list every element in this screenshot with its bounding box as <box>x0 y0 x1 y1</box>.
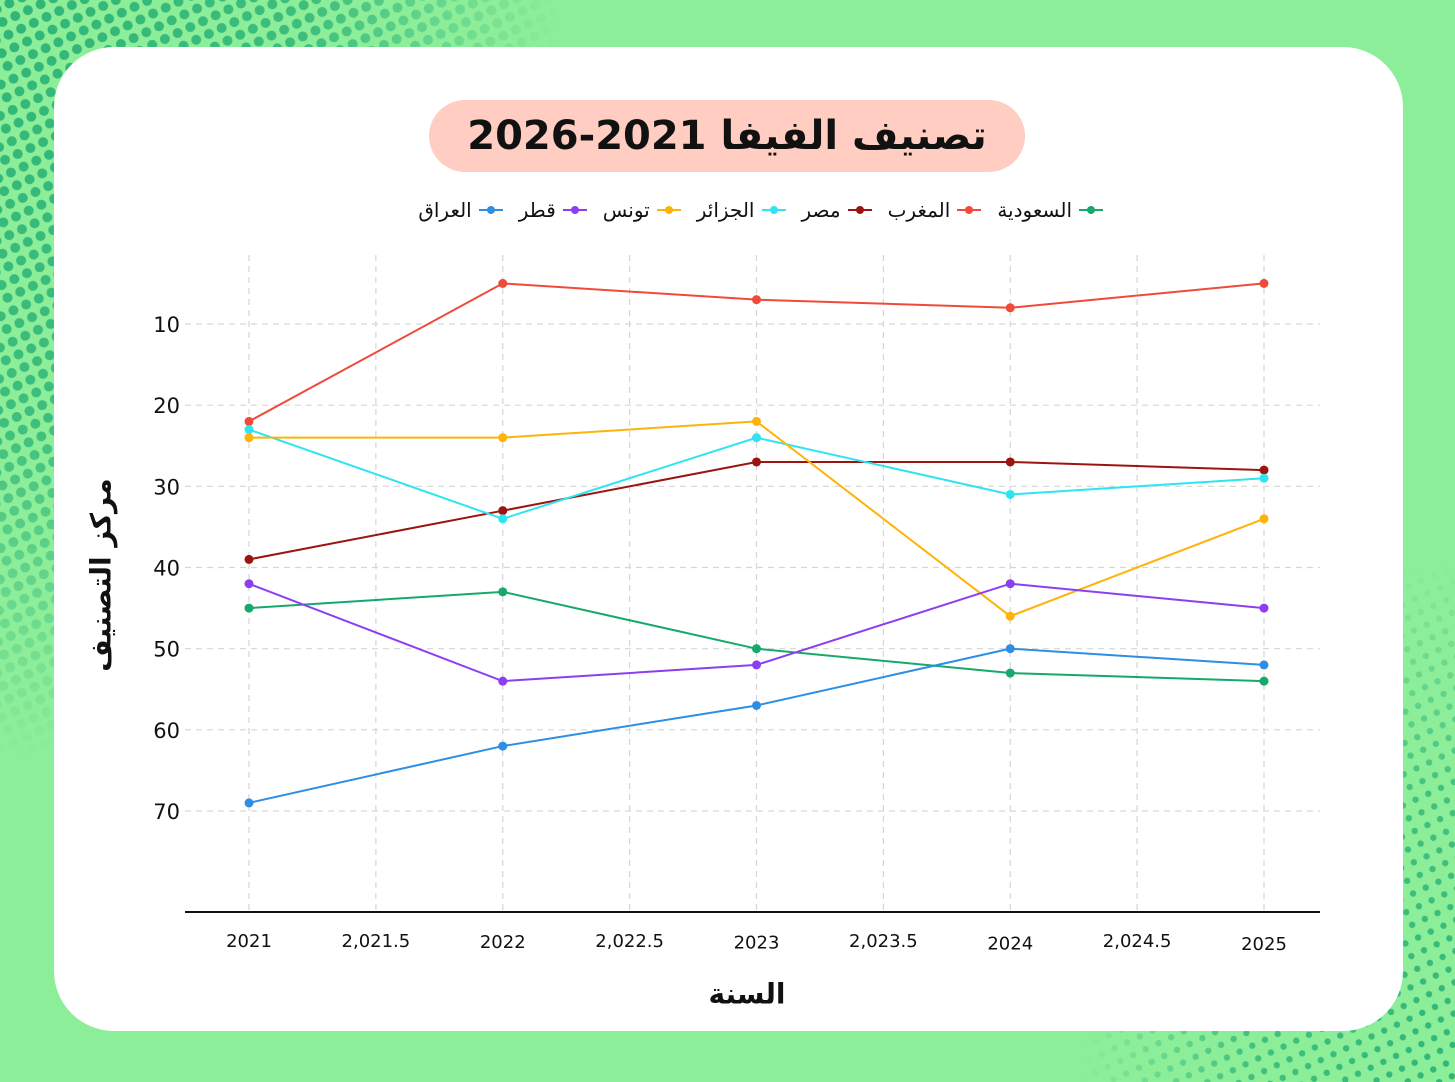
data-point <box>244 433 254 443</box>
series-line <box>244 425 1269 524</box>
series-line <box>244 457 1269 564</box>
legend-item: المغرب <box>888 198 984 222</box>
data-point <box>1259 465 1269 475</box>
data-point <box>1259 676 1269 686</box>
legend-label: تونس <box>602 198 650 222</box>
data-point <box>752 700 761 710</box>
legend: السعودية المغرب مصر الجزائر تونس قطر العراق <box>300 194 1105 226</box>
series-line <box>244 579 1269 686</box>
x-axis-label: السنة <box>708 977 786 1011</box>
x-tick-label: 2021 <box>226 931 272 952</box>
data-point <box>1005 644 1015 654</box>
data-point <box>498 741 508 751</box>
legend-label: المغرب <box>887 198 951 222</box>
data-point <box>498 514 508 524</box>
data-point <box>752 295 761 305</box>
legend-label: قطر <box>518 198 556 222</box>
legend-marker-icon <box>656 206 681 214</box>
legend-marker-icon <box>562 206 587 214</box>
x-tick-label: 2,021.5 <box>342 931 411 952</box>
x-tick-label: 2024 <box>987 933 1033 954</box>
legend-item: السعودية <box>997 198 1105 222</box>
legend-item: العراق <box>418 198 504 222</box>
data-point <box>1005 303 1015 313</box>
data-point <box>1005 489 1015 499</box>
legend-label: مصر <box>801 198 841 222</box>
y-tick-label: 50 <box>153 638 180 662</box>
data-point <box>244 425 254 435</box>
data-point <box>244 603 254 613</box>
data-point <box>498 587 508 597</box>
y-tick-label: 10 <box>153 313 180 337</box>
data-point <box>1259 660 1269 670</box>
legend-marker-icon <box>957 206 982 214</box>
y-tick-label: 30 <box>153 475 180 499</box>
data-point <box>1259 278 1269 288</box>
title-pill: تصنيف الفيفا 2021-2026 <box>429 100 1025 172</box>
legend-label: الجزائر <box>696 198 755 222</box>
legend-item: قطر <box>519 198 589 222</box>
legend-marker-icon <box>761 206 786 214</box>
x-tick-label: 2022 <box>480 932 526 953</box>
data-point <box>1005 579 1015 589</box>
legend-label: العراق <box>418 198 472 222</box>
series-line <box>244 416 1269 621</box>
data-point <box>498 676 508 686</box>
data-point <box>1005 611 1015 621</box>
data-point <box>752 660 761 670</box>
legend-item: تونس <box>603 198 683 222</box>
x-tick-label: 2025 <box>1241 934 1287 955</box>
series-line <box>244 587 1269 686</box>
y-tick-label: 40 <box>153 557 180 581</box>
data-point <box>1005 668 1015 678</box>
x-tick-label: 2023 <box>734 933 780 954</box>
data-point <box>498 278 508 288</box>
y-tick-label: 60 <box>153 719 180 743</box>
data-point <box>498 506 508 516</box>
data-point <box>244 798 254 808</box>
legend-item: مصر <box>802 198 874 222</box>
data-point <box>752 416 761 426</box>
data-point <box>244 554 254 564</box>
data-point <box>244 416 254 426</box>
y-tick-label: 70 <box>153 800 180 824</box>
legend-marker-icon <box>478 206 503 214</box>
series-line <box>244 644 1269 808</box>
legend-label: السعودية <box>997 198 1072 222</box>
x-tick-label: 2,022.5 <box>595 931 664 952</box>
legend-marker-icon <box>847 206 872 214</box>
chart-card <box>54 47 1403 1031</box>
chart-title: تصنيف الفيفا 2021-2026 <box>467 113 987 159</box>
data-point <box>1259 603 1269 613</box>
data-point <box>752 433 761 443</box>
y-tick-label: 20 <box>153 394 180 418</box>
data-point <box>244 579 254 589</box>
data-point <box>498 433 508 443</box>
data-point <box>752 457 761 467</box>
data-point <box>1259 514 1269 524</box>
legend-item: الجزائر <box>697 198 788 222</box>
series-line <box>244 278 1269 426</box>
legend-marker-icon <box>1079 206 1103 214</box>
data-point <box>1005 457 1015 467</box>
data-point <box>752 644 761 654</box>
x-tick-label: 2,023.5 <box>849 931 918 952</box>
x-tick-label: 2,024.5 <box>1103 931 1172 952</box>
y-axis-label: مركز التصنيف <box>84 478 118 672</box>
data-point <box>1259 473 1269 483</box>
